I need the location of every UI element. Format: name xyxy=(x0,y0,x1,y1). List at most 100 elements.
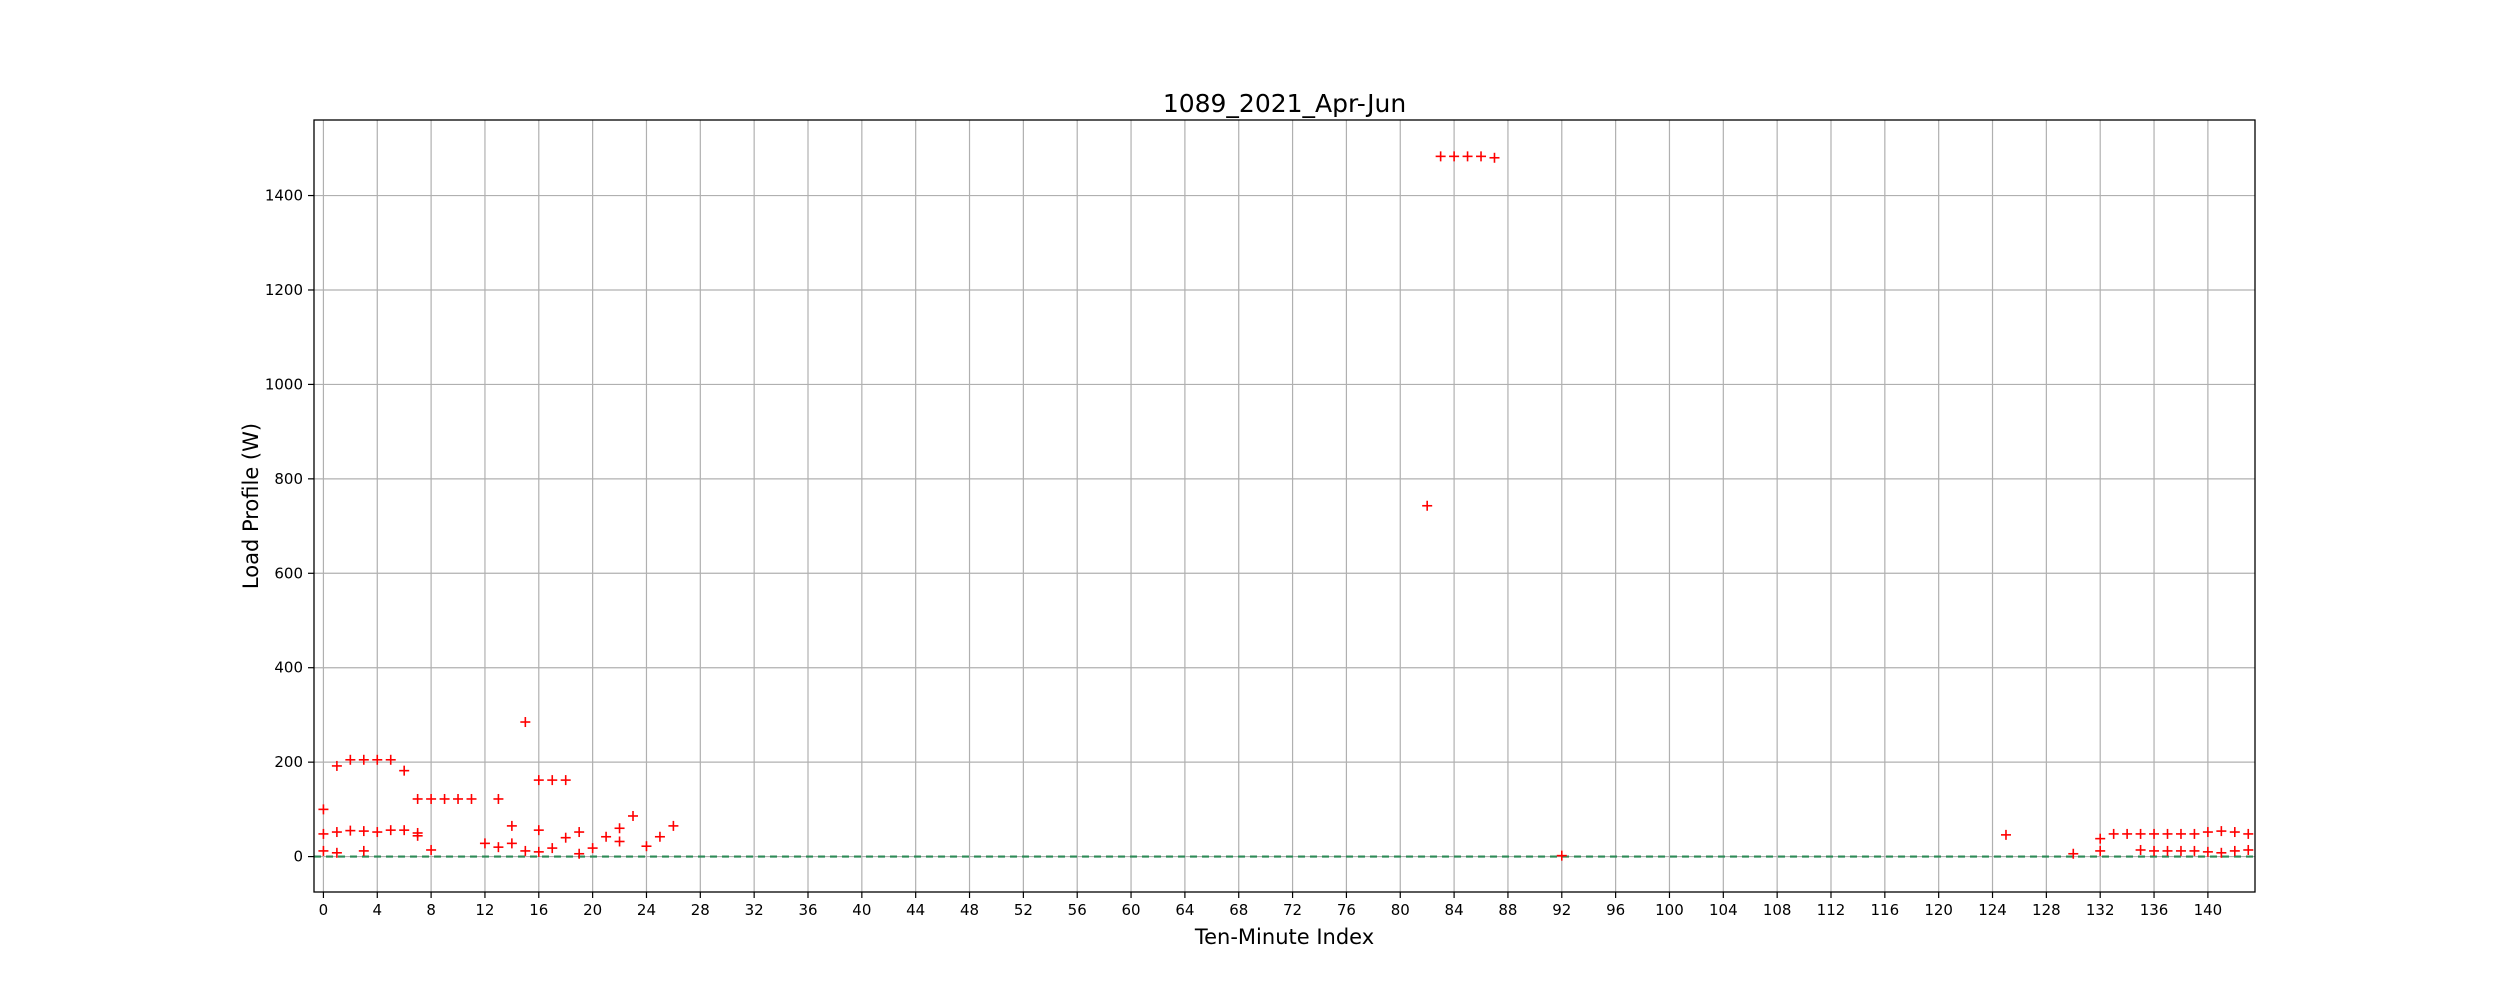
x-tick-label: 124 xyxy=(1978,901,2007,919)
data-point xyxy=(2095,845,2106,856)
data-point xyxy=(2108,828,2119,839)
y-tick-label: 600 xyxy=(274,564,303,582)
data-point xyxy=(614,836,625,847)
data-point xyxy=(358,826,369,837)
x-axis-label: Ten-Minute Index xyxy=(1194,925,1374,949)
data-point xyxy=(426,844,437,855)
data-point xyxy=(2162,845,2173,856)
data-point xyxy=(412,793,423,804)
y-tick-label: 1000 xyxy=(265,375,303,393)
grid-layer xyxy=(314,120,2255,892)
x-tick-label: 96 xyxy=(1606,901,1625,919)
data-point xyxy=(493,842,504,853)
data-point xyxy=(466,793,477,804)
data-point xyxy=(358,754,369,765)
x-tick-label: 84 xyxy=(1445,901,1464,919)
x-tick-label: 116 xyxy=(1871,901,1900,919)
data-point xyxy=(560,832,571,843)
x-tick-label: 56 xyxy=(1068,901,1087,919)
data-point xyxy=(385,825,396,836)
data-points-layer xyxy=(318,151,2254,861)
x-tick-label: 32 xyxy=(745,901,764,919)
x-tick-label: 52 xyxy=(1014,901,1033,919)
data-point xyxy=(533,825,544,836)
data-point xyxy=(1435,151,1446,162)
x-tick-label: 28 xyxy=(691,901,710,919)
x-tick-label: 108 xyxy=(1763,901,1792,919)
data-point xyxy=(479,838,490,849)
data-point xyxy=(520,845,531,856)
x-tick-label: 44 xyxy=(906,901,925,919)
data-point xyxy=(547,775,558,786)
data-point xyxy=(1462,151,1473,162)
data-point xyxy=(318,845,329,856)
data-point xyxy=(2175,845,2186,856)
data-point xyxy=(358,845,369,856)
data-point xyxy=(2068,848,2079,859)
x-tick-label: 100 xyxy=(1655,901,1684,919)
data-point xyxy=(2229,845,2240,856)
y-tick-label: 1400 xyxy=(265,187,303,205)
data-point xyxy=(1556,850,1567,861)
data-point xyxy=(426,793,437,804)
x-tick-label: 120 xyxy=(1924,901,1953,919)
data-point xyxy=(2243,828,2254,839)
data-point xyxy=(668,820,679,831)
x-tick-label: 40 xyxy=(852,901,871,919)
data-point xyxy=(601,831,612,842)
data-point xyxy=(2216,847,2227,858)
data-point xyxy=(574,827,585,838)
data-point xyxy=(2149,828,2160,839)
data-point xyxy=(2216,826,2227,837)
data-point xyxy=(2243,844,2254,855)
data-point xyxy=(2162,828,2173,839)
x-tick-label: 4 xyxy=(372,901,382,919)
data-point xyxy=(412,830,423,841)
x-tick-label: 132 xyxy=(2086,901,2115,919)
data-point xyxy=(331,827,342,838)
data-point xyxy=(331,760,342,771)
data-point xyxy=(345,754,356,765)
x-tick-label: 12 xyxy=(475,901,494,919)
data-point xyxy=(533,846,544,857)
data-point xyxy=(1422,500,1433,511)
x-tick-label: 80 xyxy=(1391,901,1410,919)
data-point xyxy=(547,843,558,854)
x-tick-label: 24 xyxy=(637,901,656,919)
x-tick-label: 20 xyxy=(583,901,602,919)
data-point xyxy=(372,827,383,838)
y-tick-label: 200 xyxy=(274,753,303,771)
x-tick-label: 140 xyxy=(2194,901,2223,919)
data-point xyxy=(2189,828,2200,839)
data-point xyxy=(453,793,464,804)
data-point xyxy=(641,841,652,852)
data-point xyxy=(533,775,544,786)
data-point xyxy=(1489,152,1500,163)
data-point xyxy=(2122,828,2133,839)
tick-label-layer: 0 4 8 12 16 20 24 28 32 36 40 44 48 52 56 60 64 68 72 76 80 8… xyxy=(265,187,2222,919)
data-point xyxy=(1449,151,1460,162)
data-point xyxy=(345,825,356,836)
data-point xyxy=(587,843,598,854)
data-point xyxy=(560,775,571,786)
data-point xyxy=(2175,828,2186,839)
data-point xyxy=(2135,828,2146,839)
data-point xyxy=(654,831,665,842)
data-point xyxy=(493,793,504,804)
x-tick-label: 8 xyxy=(426,901,436,919)
x-tick-label: 128 xyxy=(2032,901,2061,919)
tick-layer xyxy=(308,194,2209,898)
data-point xyxy=(574,848,585,859)
data-point xyxy=(439,793,450,804)
x-tick-label: 60 xyxy=(1122,901,1141,919)
data-point xyxy=(2135,844,2146,855)
x-tick-label: 76 xyxy=(1337,901,1356,919)
data-point xyxy=(331,847,342,858)
x-tick-label: 68 xyxy=(1229,901,1248,919)
y-axis-label: Load Profile (W) xyxy=(239,423,263,589)
data-point xyxy=(2229,827,2240,838)
x-tick-label: 36 xyxy=(798,901,817,919)
data-point xyxy=(506,838,517,849)
